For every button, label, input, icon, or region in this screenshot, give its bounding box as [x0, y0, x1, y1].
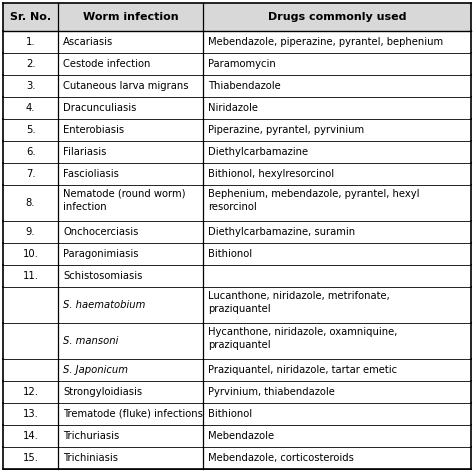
Text: Onchocerciasis: Onchocerciasis — [63, 227, 138, 237]
Text: Paramomycin: Paramomycin — [208, 59, 276, 69]
Text: Piperazine, pyrantel, pyrvinium: Piperazine, pyrantel, pyrvinium — [208, 125, 365, 135]
Text: 2.: 2. — [26, 59, 36, 69]
Text: 7.: 7. — [26, 169, 36, 179]
Text: Ascariasis: Ascariasis — [63, 37, 113, 47]
Text: Mebendazole, piperazine, pyrantel, bephenium: Mebendazole, piperazine, pyrantel, bephe… — [208, 37, 444, 47]
Text: Fascioliasis: Fascioliasis — [63, 169, 119, 179]
Text: Paragonimiasis: Paragonimiasis — [63, 249, 139, 259]
Text: Filariasis: Filariasis — [63, 147, 107, 157]
Text: Drugs commonly used: Drugs commonly used — [268, 12, 406, 22]
Text: Bithionol: Bithionol — [208, 249, 253, 259]
Text: resorcinol: resorcinol — [208, 202, 257, 212]
Text: Diethylcarbamazine: Diethylcarbamazine — [208, 147, 309, 157]
Text: 9.: 9. — [26, 227, 36, 237]
Text: 1.: 1. — [26, 37, 36, 47]
Text: Trichuriasis: Trichuriasis — [63, 431, 119, 441]
Text: praziquantel: praziquantel — [208, 340, 271, 350]
Text: 8.: 8. — [26, 198, 36, 208]
Text: Diethylcarbamazine, suramin: Diethylcarbamazine, suramin — [208, 227, 356, 237]
Text: Enterobiasis: Enterobiasis — [63, 125, 124, 135]
Text: Trematode (fluke) infections: Trematode (fluke) infections — [63, 409, 203, 419]
Text: Mebendazole: Mebendazole — [208, 431, 274, 441]
Text: Schistosomiasis: Schistosomiasis — [63, 271, 143, 281]
Text: Pyrvinium, thiabendazole: Pyrvinium, thiabendazole — [208, 387, 335, 397]
Text: Lucanthone, niridazole, metrifonate,: Lucanthone, niridazole, metrifonate, — [208, 291, 390, 301]
Text: Trichiniasis: Trichiniasis — [63, 453, 118, 463]
Text: 13.: 13. — [23, 409, 38, 419]
Text: Cestode infection: Cestode infection — [63, 59, 151, 69]
Text: 11.: 11. — [23, 271, 38, 281]
Text: 5.: 5. — [26, 125, 36, 135]
Text: 6.: 6. — [26, 147, 36, 157]
Text: 4.: 4. — [26, 103, 36, 113]
Text: S. mansoni: S. mansoni — [63, 336, 118, 346]
Text: Praziquantel, niridazole, tartar emetic: Praziquantel, niridazole, tartar emetic — [208, 365, 397, 375]
Bar — [3, 3, 471, 31]
Text: Strongyloidiasis: Strongyloidiasis — [63, 387, 142, 397]
Text: Thiabendazole: Thiabendazole — [208, 81, 281, 91]
Text: Worm infection: Worm infection — [83, 12, 179, 22]
Text: praziquantel: praziquantel — [208, 304, 271, 314]
Text: Bithionol: Bithionol — [208, 409, 253, 419]
Text: S. haematobium: S. haematobium — [63, 300, 146, 310]
Text: 14.: 14. — [23, 431, 38, 441]
Text: Bephenium, mebendazole, pyrantel, hexyl: Bephenium, mebendazole, pyrantel, hexyl — [208, 189, 420, 199]
Text: Sr. No.: Sr. No. — [10, 12, 51, 22]
Text: Mebendazole, corticosteroids: Mebendazole, corticosteroids — [208, 453, 354, 463]
Text: S. Japonicum: S. Japonicum — [63, 365, 128, 375]
Text: Bithionol, hexylresorcinol: Bithionol, hexylresorcinol — [208, 169, 335, 179]
Text: Cutaneous larva migrans: Cutaneous larva migrans — [63, 81, 189, 91]
Text: Nematode (round worm): Nematode (round worm) — [63, 189, 186, 199]
Text: 10.: 10. — [23, 249, 38, 259]
Text: 3.: 3. — [26, 81, 36, 91]
Text: 15.: 15. — [23, 453, 38, 463]
Text: 12.: 12. — [23, 387, 38, 397]
Text: Niridazole: Niridazole — [208, 103, 258, 113]
Text: Hycanthone, niridazole, oxamniquine,: Hycanthone, niridazole, oxamniquine, — [208, 327, 398, 337]
Text: infection: infection — [63, 202, 107, 212]
Text: Dracunculiasis: Dracunculiasis — [63, 103, 137, 113]
